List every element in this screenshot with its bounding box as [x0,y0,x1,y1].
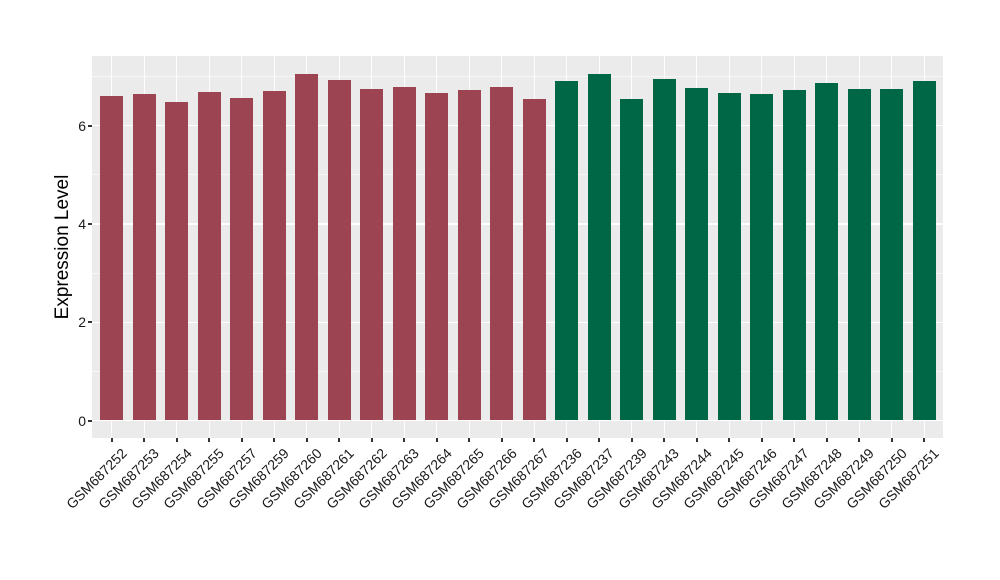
x-tick-mark-GSM687267 [533,438,535,442]
x-tick-mark-GSM687262 [370,438,373,442]
y-tick-label-6: 6 [78,117,86,134]
bar-GSM687239 [620,99,643,421]
y-tick-label-2: 2 [78,314,86,331]
bar-GSM687245 [717,92,741,421]
x-tick-mark-GSM687239 [630,438,633,442]
x-tick-mark-GSM687264 [435,438,438,442]
x-tick-mark-GSM687244 [695,438,698,442]
x-tick-mark-GSM687246 [760,438,763,442]
bar-GSM687264 [425,93,448,421]
x-tick-mark-GSM687251 [923,438,925,442]
x-tick-mark-GSM687254 [175,438,178,442]
bar-GSM687244 [685,88,708,421]
y-tick-mark-2 [88,321,92,324]
x-tick-mark-GSM687248 [825,438,828,442]
plot-panel [92,56,943,438]
y-tick-label-0: 0 [78,412,86,429]
x-tick-mark-GSM687253 [143,438,145,442]
bar-GSM687261 [327,79,351,421]
y-tick-mark-6 [88,124,92,127]
x-tick-mark-GSM687252 [110,438,113,442]
y-tick-mark-4 [88,222,92,225]
bar-GSM687252 [100,95,123,421]
bar-GSM687267 [522,99,546,421]
bar-GSM687254 [165,101,188,421]
gridline-major-y4 [92,223,943,225]
gridline-major-y6 [92,125,943,127]
gridline-minor-y7 [92,75,943,77]
gridline-minor-y1 [92,370,943,372]
gridline-major-y2 [92,321,943,324]
x-tick-mark-GSM687250 [890,438,893,442]
x-tick-mark-GSM687259 [273,438,275,442]
bar-GSM687259 [262,90,286,421]
x-tick-mark-GSM687237 [598,438,600,442]
x-tick-mark-GSM687257 [240,438,243,442]
x-tick-mark-GSM687266 [500,438,503,442]
bar-GSM687248 [815,83,838,421]
x-tick-mark-GSM687247 [793,438,795,442]
gridline-minor-y3 [92,272,943,274]
y-tick-label-4: 4 [78,215,86,232]
bar-GSM687251 [912,80,936,421]
bar-GSM687250 [880,89,903,421]
bar-GSM687265 [457,89,481,421]
bar-GSM687253 [132,93,156,421]
y-tick-mark-0 [88,419,92,422]
bar-GSM687246 [750,94,773,421]
bar-GSM687249 [847,89,871,421]
x-tick-mark-GSM687255 [208,438,210,442]
gridline-major-y0 [92,420,943,422]
bar-GSM687237 [587,73,611,421]
y-axis-title: Expression Level [52,174,73,320]
x-tick-mark-GSM687243 [663,438,665,442]
x-tick-mark-GSM687236 [565,438,568,442]
bar-GSM687260 [295,74,318,421]
bar-GSM687247 [782,90,806,421]
bar-GSM687262 [360,88,383,421]
x-tick-mark-GSM687261 [338,438,340,442]
x-tick-mark-GSM687249 [858,438,860,442]
gridline-minor-y5 [92,174,943,176]
bar-GSM687243 [652,78,676,421]
x-tick-mark-GSM687245 [728,438,730,442]
bar-GSM687236 [555,80,578,421]
bar-GSM687255 [197,92,221,421]
bar-GSM687263 [392,86,416,421]
x-tick-mark-GSM687260 [305,438,308,442]
bar-GSM687257 [230,98,253,421]
x-tick-mark-GSM687265 [468,438,470,442]
x-tick-mark-GSM687263 [403,438,405,442]
bar-GSM687266 [490,86,513,421]
